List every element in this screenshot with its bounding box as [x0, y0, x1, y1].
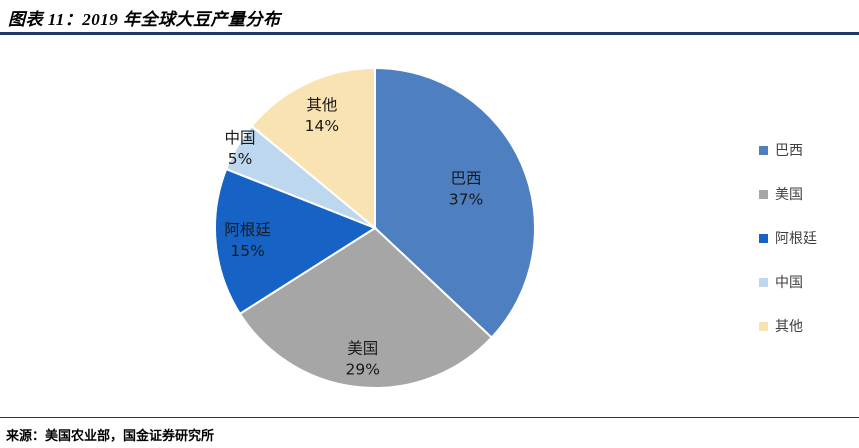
pie-slice-其他: [250, 66, 376, 231]
legend-swatch-other: [759, 321, 768, 331]
legend: 巴西 美国 阿根廷 中国 其他: [759, 140, 817, 360]
legend-swatch-argentina: [759, 233, 768, 243]
slice-label-美国: 美国 29%: [345, 340, 379, 379]
legend-label-other: 其他: [775, 319, 803, 335]
legend-item-other: 其他: [759, 316, 817, 336]
slice-label-巴西: 巴西 37%: [449, 170, 483, 209]
footer-divider: [0, 417, 859, 418]
legend-item-china: 中国: [759, 272, 817, 292]
legend-item-brazil: 巴西: [759, 140, 817, 160]
legend-swatch-china: [759, 277, 768, 287]
slice-label-中国: 中国 5%: [224, 129, 255, 168]
source-note: 来源：美国农业部，国金证券研究所: [6, 428, 215, 443]
legend-item-argentina: 阿根廷: [759, 228, 817, 248]
legend-swatch-usa: [759, 189, 768, 199]
legend-swatch-brazil: [759, 145, 768, 155]
legend-item-usa: 美国: [759, 184, 817, 204]
legend-label-argentina: 阿根廷: [775, 231, 817, 247]
pie-slice-巴西: [374, 66, 536, 339]
legend-label-usa: 美国: [775, 187, 803, 203]
pie-chart: 巴西 37% 美国 29% 阿根廷 15% 中国 5% 其他 14%: [214, 66, 536, 389]
legend-label-china: 中国: [775, 275, 803, 291]
slice-label-其他: 其他 14%: [305, 96, 339, 135]
pie-slice-阿根廷: [214, 167, 378, 316]
slice-label-阿根廷: 阿根廷 15%: [224, 221, 271, 260]
pie-slice-美国: [238, 226, 494, 389]
title-underline: [0, 32, 859, 35]
chart-title: 图表 11：2019 年全球大豆产量分布: [8, 10, 281, 29]
legend-label-brazil: 巴西: [775, 143, 803, 159]
chart-area: 巴西 37% 美国 29% 阿根廷 15% 中国 5% 其他 14% 巴西 美国 阿根廷 中国 其…: [0, 48, 859, 408]
